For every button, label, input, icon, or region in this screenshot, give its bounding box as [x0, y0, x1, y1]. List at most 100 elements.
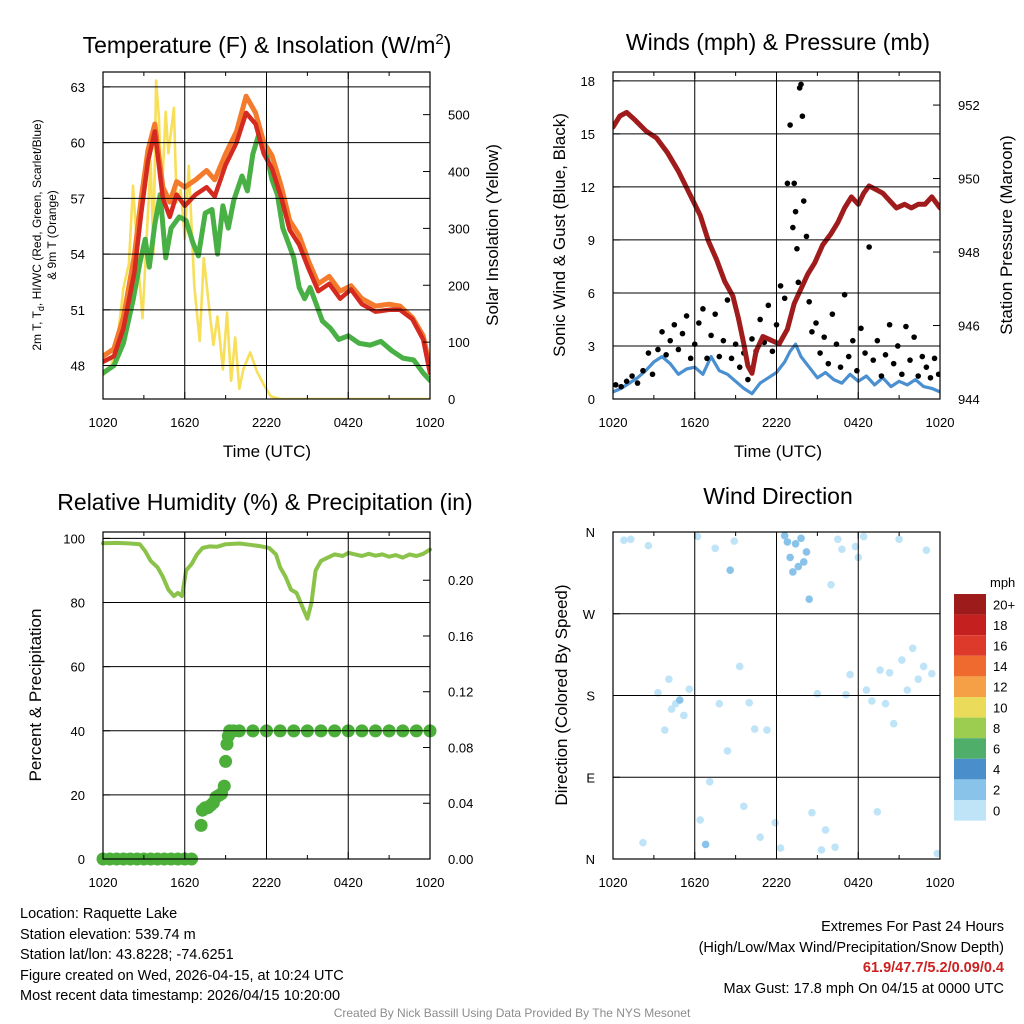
- gust-point: [850, 337, 856, 344]
- legend-label: 20+: [993, 597, 1015, 612]
- wind-direction-point: [933, 849, 940, 858]
- wind-direction-point: [827, 580, 835, 589]
- y-tick-label: 0: [78, 852, 85, 867]
- x-tick-label: 0420: [334, 875, 363, 890]
- x-tick-label: 0420: [844, 415, 873, 430]
- y2-tick-label: 952: [958, 98, 980, 113]
- gust-point: [799, 113, 806, 119]
- wind-direction-point: [928, 669, 936, 678]
- y-axis-label: Percent & Precipitation: [26, 609, 45, 782]
- legend-label: 2: [993, 783, 1000, 798]
- wind-direction-point: [696, 816, 704, 824]
- dewpoint-line: [103, 129, 430, 383]
- gust-point: [791, 180, 798, 187]
- gust-point: [777, 283, 784, 289]
- gust-point: [931, 355, 938, 362]
- panel-4-series: [620, 531, 940, 858]
- wind-direction-point: [831, 843, 839, 851]
- title-text: Temperature (F) & Insolation (W/m: [83, 32, 436, 58]
- wind-direction-point: [726, 566, 734, 574]
- gust-point: [858, 325, 864, 332]
- gust-point: [683, 313, 690, 319]
- y2-tick-label: 0.04: [448, 796, 473, 811]
- wind-direction-point: [723, 747, 732, 755]
- title-superscript: 2: [435, 31, 443, 48]
- gust-point: [634, 380, 641, 386]
- x-tick-label: 1020: [416, 415, 445, 430]
- wind-direction-point: [756, 833, 764, 841]
- wind-direction-point: [644, 541, 653, 550]
- x-tick-label: 1020: [926, 875, 955, 890]
- wind-direction-point: [675, 696, 684, 704]
- gust-point: [704, 355, 710, 362]
- wind-direction-point: [685, 685, 694, 693]
- plot-frame: [102, 71, 431, 400]
- y-tick-label: 0: [588, 392, 595, 407]
- y-tick-label: 9: [588, 233, 595, 248]
- y-tick-label: 100: [63, 531, 85, 546]
- plot-frame: [612, 71, 941, 400]
- y-tick-label: 3: [588, 339, 595, 354]
- gust-point: [825, 360, 832, 367]
- y2-tick-label: 0.16: [448, 629, 473, 644]
- x-tick-label: 2220: [762, 875, 791, 890]
- x-tick-label: 1020: [599, 415, 628, 430]
- gust-point: [794, 245, 800, 252]
- gust-point: [911, 334, 917, 340]
- gust-point: [769, 348, 776, 355]
- gust-point: [800, 198, 807, 204]
- gust-point: [757, 316, 763, 323]
- gust-point: [618, 383, 624, 390]
- y-tick-label: 54: [71, 247, 85, 262]
- wind-direction-point: [715, 699, 724, 708]
- gust-point: [623, 378, 630, 385]
- y2-tick-label: 944: [958, 392, 980, 407]
- y2-tick-label: 300: [448, 221, 470, 236]
- wind-direction-point: [851, 542, 860, 551]
- gust-point: [679, 330, 686, 337]
- legend-label: 12: [993, 680, 1007, 695]
- wind-direction-point: [705, 777, 714, 786]
- y-tick-label: 20: [71, 788, 85, 803]
- gust-point: [915, 373, 921, 379]
- gust-point: [882, 352, 889, 358]
- gust-point: [659, 329, 665, 335]
- legend-swatch: [954, 697, 986, 718]
- gust-point: [935, 371, 940, 378]
- y2-tick-label: 948: [958, 245, 980, 260]
- x-tick-label: 2220: [762, 415, 791, 430]
- legend-swatch: [954, 738, 986, 759]
- wind-direction-point: [693, 532, 702, 541]
- wind-direction-point: [763, 726, 771, 734]
- x-tick-label: 1620: [170, 875, 199, 890]
- wind-direction-point: [745, 698, 754, 707]
- relative-humidity-line: [101, 540, 432, 621]
- wind-direction-point: [639, 838, 647, 847]
- wind-direction-point: [821, 826, 830, 834]
- wind-direction-point: [735, 662, 744, 671]
- gust-point: [899, 371, 905, 378]
- gust-point: [629, 373, 635, 379]
- y-tick-label: 15: [581, 127, 595, 142]
- precipitation-point: [219, 754, 233, 768]
- gust-point: [829, 311, 836, 317]
- station-elevation: Station elevation: 539.74 m: [20, 926, 196, 943]
- extremes-subtitle: (High/Low/Max Wind/Precipitation/Snow De…: [698, 939, 1004, 956]
- wind-direction-point: [846, 670, 854, 679]
- extremes-values: 61.9/47.7/5.2/0.09/0.4: [862, 960, 1004, 976]
- precipitation-point: [217, 779, 231, 793]
- gust-point: [749, 336, 755, 342]
- panel-0-right-axis: 0 100 200 300 400 500: [423, 108, 470, 407]
- gust-point: [886, 321, 893, 328]
- wind-direction-point: [922, 546, 931, 554]
- y-tick-label: W: [583, 607, 596, 622]
- legend-swatch: [954, 676, 986, 697]
- sonic-wind-line: [613, 342, 940, 396]
- wind-direction-point: [626, 535, 635, 544]
- y2-tick-label: 0: [448, 392, 455, 407]
- gust-point: [687, 355, 694, 362]
- wind-direction-point: [711, 544, 719, 553]
- wind-direction-point: [838, 545, 846, 554]
- legend-title: mph: [990, 575, 1015, 590]
- gust-point: [716, 353, 723, 360]
